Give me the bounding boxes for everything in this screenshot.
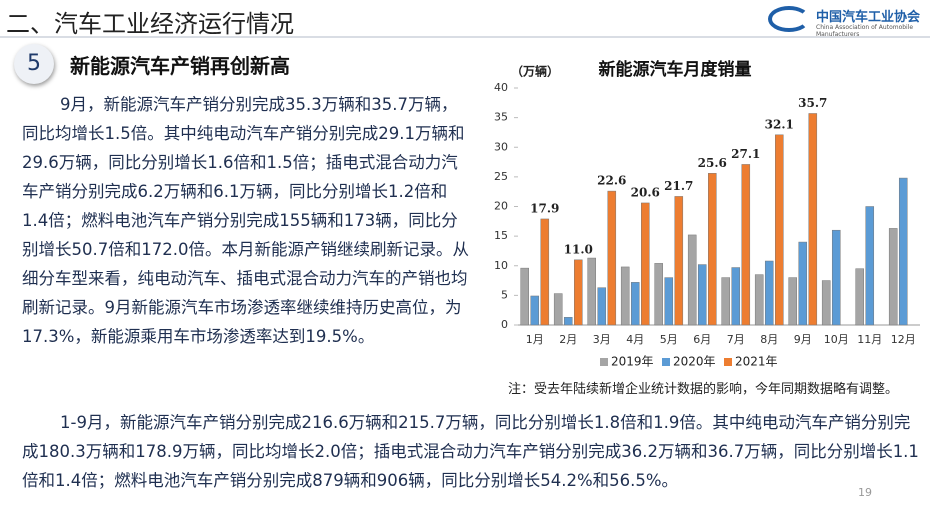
value-label: 27.1: [731, 147, 760, 161]
legend-swatch: [600, 358, 608, 366]
bar: [530, 295, 540, 326]
x-tick-label: 6月: [693, 333, 711, 346]
x-tick-label: 4月: [626, 333, 644, 346]
y-tick-label: 10: [494, 259, 508, 272]
bar: [721, 277, 730, 326]
logo-mark: [768, 6, 810, 32]
y-tick-label: 25: [494, 170, 508, 183]
value-label: 32.1: [765, 117, 794, 131]
x-tick-label: 3月: [593, 333, 611, 346]
section-number: 5: [14, 44, 54, 84]
y-tick-label: 40: [494, 81, 508, 94]
legend-swatch: [662, 358, 670, 366]
bar: [731, 267, 741, 326]
bar: [764, 260, 774, 326]
bar: [798, 241, 808, 326]
bar: [708, 173, 717, 326]
legend-label: 2019年: [611, 355, 654, 369]
x-tick-label: 10月: [824, 333, 849, 346]
bar: [808, 113, 818, 326]
bar: [775, 134, 784, 326]
slide-title: 二、汽车工业经济运行情况: [6, 10, 294, 38]
section-title: 新能源汽车产销再创新高: [70, 54, 290, 78]
bar: [641, 202, 650, 326]
legend-label: 2021年: [735, 355, 778, 369]
value-label: 21.7: [664, 179, 693, 193]
bar: [540, 218, 550, 326]
value-label: 20.6: [631, 185, 660, 199]
bar: [674, 196, 684, 326]
bar: [865, 206, 875, 326]
y-axis-label: （万辆）: [511, 64, 559, 79]
bar: [697, 264, 707, 326]
x-tick-label: 5月: [660, 333, 678, 346]
bar: [888, 228, 898, 326]
y-tick-label: 35: [494, 111, 508, 124]
bar: [687, 234, 697, 326]
bar: [855, 268, 864, 326]
bar: [563, 317, 573, 326]
paragraph: 1-9月，新能源汽车产销分别完成216.6万辆和215.7万辆，同比分别增长1.…: [22, 413, 919, 490]
logo-subtitle: China Association of Automobile Manufact…: [816, 24, 914, 38]
x-tick-label: 11月: [857, 333, 882, 346]
x-tick-label: 9月: [794, 333, 812, 346]
legend-label: 2020年: [673, 355, 716, 369]
bar: [788, 277, 797, 326]
x-tick-label: 12月: [891, 333, 916, 346]
x-tick-label: 7月: [727, 333, 745, 346]
paragraph: 9月，新能源汽车产销分别完成35.3万辆和35.7万辆，同比均增长1.5倍。其中…: [22, 95, 469, 346]
value-label: 22.6: [597, 174, 626, 188]
x-tick-label: 2月: [559, 333, 577, 346]
bar: [553, 293, 563, 326]
y-tick-label: 0: [501, 318, 508, 331]
divider: [0, 36, 930, 38]
bar: [741, 164, 751, 326]
legend-swatch: [724, 358, 732, 366]
bar: [664, 277, 674, 326]
value-label: 11.0: [564, 242, 593, 256]
bar: [520, 267, 529, 326]
y-tick-label: 20: [494, 200, 508, 213]
bar: [754, 274, 764, 326]
bar: [654, 263, 663, 326]
bar: [620, 266, 630, 326]
x-tick-label: 1月: [526, 333, 544, 346]
chart-title: 新能源汽车月度销量: [599, 59, 752, 80]
bar: [831, 229, 841, 326]
bar: [821, 280, 831, 326]
bar: [607, 190, 617, 326]
logo-name: 中国汽车工业协会: [816, 10, 921, 25]
bar: [574, 259, 583, 326]
y-tick-label: 5: [501, 288, 508, 301]
value-label: 25.6: [698, 156, 727, 170]
value-label: 35.7: [798, 96, 827, 110]
bar: [587, 257, 596, 326]
bar: [597, 287, 607, 326]
value-label: 17.9: [530, 201, 559, 215]
chart-note: 注：受去年陆续新增企业统计数据的影响，今年同期数据略有调整。: [508, 382, 899, 397]
y-tick-label: 15: [494, 229, 508, 242]
y-tick-label: 30: [494, 140, 508, 153]
chart: 新能源汽车月度销量 （万辆） 0 5 10 15 20 25 30 35 40 1月 17.9 2月 1…: [494, 59, 920, 369]
bar: [898, 177, 908, 326]
page-number: 19: [858, 486, 872, 499]
bar: [630, 282, 640, 326]
x-tick-label: 8月: [760, 333, 778, 346]
